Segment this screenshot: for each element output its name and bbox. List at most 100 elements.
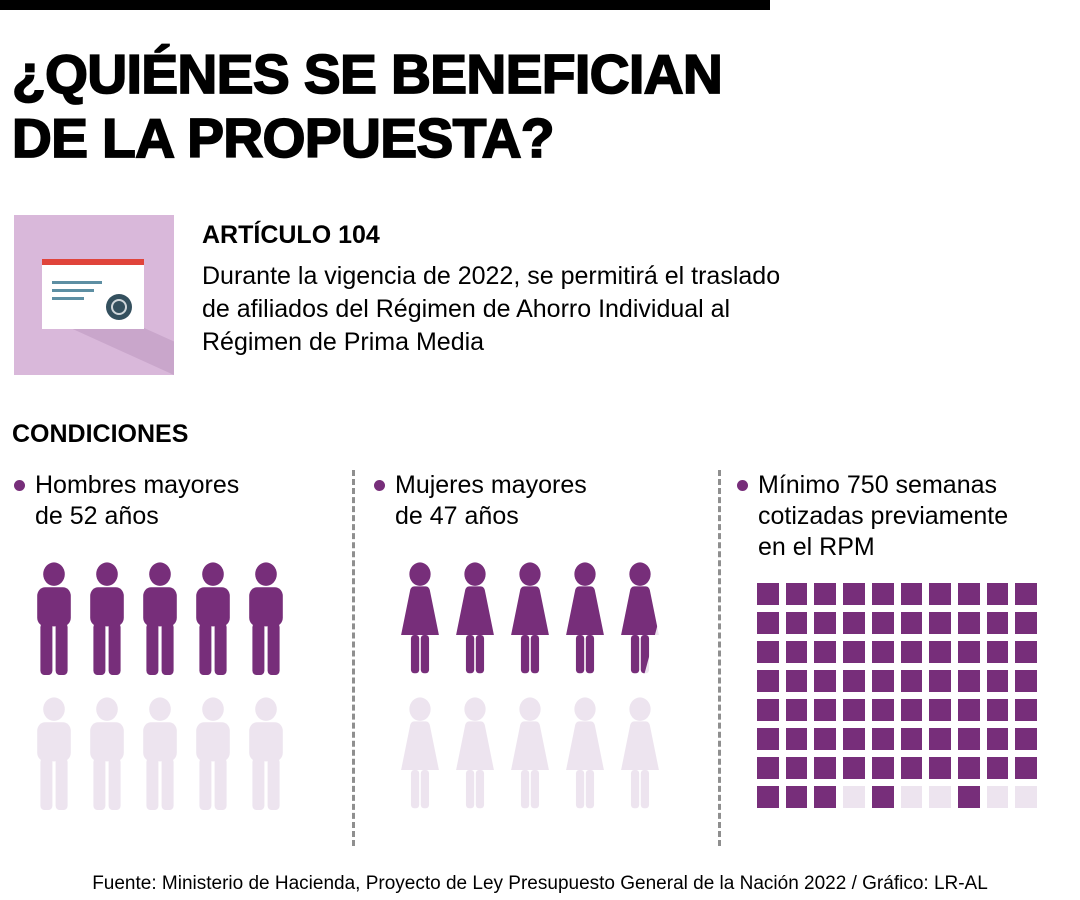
waffle-square bbox=[757, 786, 779, 808]
waffle-square bbox=[986, 786, 1009, 808]
bullet-dot-icon bbox=[737, 480, 748, 491]
waffle-square bbox=[871, 641, 894, 663]
waffle-square bbox=[929, 612, 951, 634]
waffle-square bbox=[929, 786, 951, 808]
waffle-square bbox=[814, 670, 837, 692]
column-divider bbox=[718, 470, 721, 846]
waffle-square bbox=[843, 583, 865, 605]
conditions-columns: Hombres mayores de 52 años Mujeres mayor… bbox=[0, 470, 1080, 860]
waffle-square bbox=[957, 757, 980, 779]
waffle-square bbox=[814, 641, 837, 663]
article-label: ARTÍCULO 104 bbox=[202, 221, 380, 249]
waffle-square bbox=[785, 757, 808, 779]
waffle-square bbox=[1015, 757, 1038, 779]
waffle-square bbox=[900, 699, 923, 721]
waffle-square bbox=[957, 699, 980, 721]
waffle-square bbox=[900, 641, 923, 663]
male-person-icon bbox=[83, 697, 131, 810]
female-person-icon bbox=[559, 562, 611, 675]
male-person-icon bbox=[83, 562, 131, 675]
card-red-strip bbox=[42, 259, 144, 265]
waffle-square bbox=[957, 728, 980, 750]
male-person-icon bbox=[189, 697, 237, 810]
waffle-square bbox=[814, 786, 837, 808]
waffle-square bbox=[871, 583, 894, 605]
female-person-icon bbox=[394, 562, 446, 675]
waffle-square bbox=[986, 728, 1009, 750]
male-person-icon bbox=[30, 697, 78, 810]
waffle-square bbox=[785, 612, 808, 634]
waffle-square bbox=[843, 699, 865, 721]
condition-men: Hombres mayores de 52 años bbox=[14, 470, 344, 832]
waffle-square bbox=[843, 728, 865, 750]
waffle-square bbox=[1015, 699, 1038, 721]
female-person-icon bbox=[559, 697, 611, 810]
condition-men-bullet: Hombres mayores de 52 años bbox=[14, 470, 344, 532]
waffle-square bbox=[929, 699, 951, 721]
article-body: Durante la vigencia de 2022, se permitir… bbox=[202, 262, 781, 356]
waffle-square bbox=[757, 612, 779, 634]
card-face bbox=[42, 259, 144, 329]
waffle-square bbox=[757, 641, 779, 663]
waffle-square bbox=[957, 786, 980, 808]
female-person-icon bbox=[449, 697, 501, 810]
condition-women-bullet: Mujeres mayores de 47 años bbox=[374, 470, 704, 532]
waffle-square bbox=[900, 728, 923, 750]
female-person-icon bbox=[504, 562, 556, 675]
female-person-icon bbox=[504, 697, 556, 810]
waffle-square bbox=[929, 583, 951, 605]
male-person-icon bbox=[30, 562, 78, 675]
bullet-dot-icon bbox=[14, 480, 25, 491]
bullet-dot-icon bbox=[374, 480, 385, 491]
waffle-square bbox=[757, 699, 779, 721]
waffle-square bbox=[757, 670, 779, 692]
condition-women: Mujeres mayores de 47 años bbox=[374, 470, 704, 832]
waffle-square bbox=[785, 786, 808, 808]
waffle-square bbox=[785, 583, 808, 605]
male-person-icon bbox=[189, 562, 237, 675]
waffle-square bbox=[1015, 641, 1038, 663]
waffle-square bbox=[785, 728, 808, 750]
male-person-icon bbox=[136, 562, 184, 675]
card-text-line bbox=[52, 297, 84, 300]
waffle-square bbox=[957, 670, 980, 692]
waffle-square bbox=[900, 757, 923, 779]
card-text-line bbox=[52, 289, 94, 292]
partial-fill-overlay bbox=[614, 562, 666, 675]
male-person-icon bbox=[136, 697, 184, 810]
waffle-square bbox=[757, 728, 779, 750]
title-line-1: ¿QUIÉNES SE BENEFICIAN bbox=[11, 42, 724, 106]
waffle-square bbox=[929, 670, 951, 692]
men-pictogram bbox=[30, 562, 344, 810]
waffle-square bbox=[957, 583, 980, 605]
waffle-square bbox=[900, 670, 923, 692]
title-line-2: DE LA PROPUESTA? bbox=[11, 106, 555, 170]
waffle-square bbox=[957, 612, 980, 634]
male-person-icon bbox=[242, 562, 290, 675]
waffle-square bbox=[871, 612, 894, 634]
waffle-square bbox=[900, 583, 923, 605]
waffle-square bbox=[929, 728, 951, 750]
column-divider bbox=[352, 470, 355, 846]
page-title: ¿QUIÉNES SE BENEFICIAN DE LA PROPUESTA? bbox=[11, 42, 724, 170]
female-person-icon bbox=[614, 697, 666, 810]
seal-icon bbox=[106, 294, 132, 320]
waffle-square bbox=[986, 757, 1009, 779]
waffle-square bbox=[1015, 786, 1038, 808]
waffle-square bbox=[814, 699, 837, 721]
waffle-square bbox=[929, 641, 951, 663]
source-credit: Fuente: Ministerio de Hacienda, Proyecto… bbox=[92, 873, 988, 894]
women-pictogram bbox=[394, 562, 704, 810]
female-person-icon bbox=[614, 562, 666, 675]
waffle-square bbox=[843, 786, 865, 808]
waffle-square bbox=[814, 583, 837, 605]
waffle-square bbox=[785, 670, 808, 692]
waffle-square bbox=[785, 641, 808, 663]
waffle-square bbox=[900, 612, 923, 634]
waffle-square bbox=[986, 612, 1009, 634]
waffle-square bbox=[843, 612, 865, 634]
waffle-square bbox=[900, 786, 923, 808]
waffle-square bbox=[871, 728, 894, 750]
waffle-square bbox=[871, 699, 894, 721]
waffle-square bbox=[871, 786, 894, 808]
